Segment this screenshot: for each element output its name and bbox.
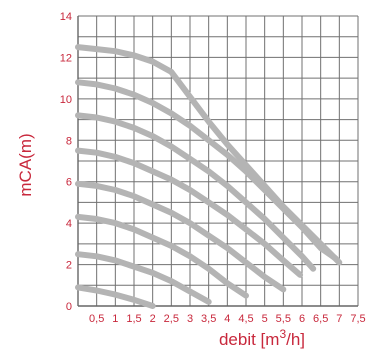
pump-curve-line bbox=[75, 180, 287, 293]
pump-curve-line bbox=[75, 213, 249, 299]
x-tick-label: 1,5 bbox=[126, 313, 141, 325]
y-tick-label: 10 bbox=[60, 94, 72, 106]
x-tick-label: 6,5 bbox=[313, 313, 328, 325]
y-tick-label: 0 bbox=[66, 301, 72, 313]
x-tick-label: 0,5 bbox=[89, 313, 104, 325]
x-tick-label: 1 bbox=[112, 313, 118, 325]
x-tick-label: 3,5 bbox=[201, 313, 216, 325]
y-tick-label: 4 bbox=[66, 218, 72, 230]
x-axis-title-superscript: 3 bbox=[279, 327, 286, 341]
x-tick-label: 5,5 bbox=[276, 313, 291, 325]
x-axis-title-main: debit [m bbox=[219, 330, 279, 349]
x-tick-label: 4 bbox=[224, 313, 230, 325]
x-tick-label: 2,5 bbox=[164, 313, 179, 325]
x-tick-label: 4,5 bbox=[238, 313, 253, 325]
y-tick-label: 14 bbox=[60, 11, 72, 23]
y-axis-ticks: 0 2 4 6 8 10 12 14 bbox=[60, 11, 72, 313]
x-tick-label: 5 bbox=[262, 313, 268, 325]
chart-grid bbox=[77, 15, 359, 307]
pump-curves bbox=[75, 44, 343, 309]
pump-curve-line bbox=[75, 284, 156, 309]
x-tick-label: 7,5 bbox=[350, 313, 365, 325]
y-tick-label: 12 bbox=[60, 52, 72, 64]
x-tick-label: 6 bbox=[299, 313, 305, 325]
x-tick-label: 2 bbox=[150, 313, 156, 325]
pump-curve-line bbox=[75, 147, 304, 278]
pump-curve-line bbox=[75, 44, 343, 266]
x-tick-label: 7 bbox=[336, 313, 342, 325]
x-axis-title: debit [m3/h] bbox=[219, 327, 305, 349]
y-axis-title: mCA(m) bbox=[16, 133, 35, 196]
y-tick-label: 2 bbox=[66, 260, 72, 272]
x-axis-title-suffix: /h] bbox=[286, 330, 305, 349]
y-tick-label: 6 bbox=[66, 177, 72, 189]
pump-curve-line bbox=[75, 251, 212, 305]
pump-curve-line bbox=[75, 112, 317, 272]
x-axis-ticks: 0,5 1 1,5 2 2,5 3 3,5 4 4,5 5 5,5 6 6,5 7 7,5 bbox=[89, 313, 366, 325]
y-tick-label: 8 bbox=[66, 135, 72, 147]
x-tick-label: 3 bbox=[187, 313, 193, 325]
